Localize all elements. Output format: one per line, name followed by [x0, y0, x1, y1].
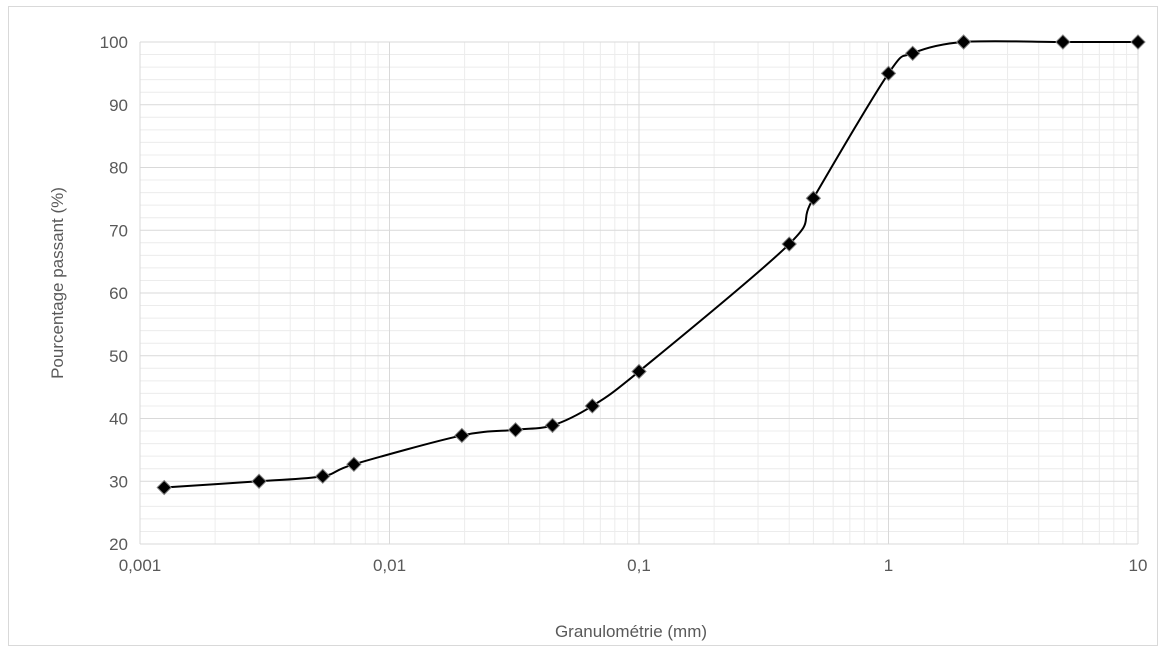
y-tick-label: 80 — [109, 159, 128, 178]
chart-svg: 20 30 40 50 60 70 80 90 100 0,001 0,01 0,1 1 10 Granu… — [48, 33, 1148, 641]
x-tick-label: 0,1 — [627, 556, 651, 575]
data-point-marker — [584, 398, 601, 414]
data-point-marker — [1130, 34, 1146, 50]
x-tick-label: 10 — [1129, 556, 1148, 575]
data-point-marker — [631, 363, 647, 380]
data-point-marker — [251, 473, 267, 489]
data-point-marker — [315, 468, 331, 484]
data-point-marker — [1055, 34, 1071, 50]
grid-layer — [139, 41, 1139, 545]
data-point-marker — [904, 45, 921, 62]
tick-labels: 20 30 40 50 60 70 80 90 100 0,001 0,01 0,1 1 10 — [100, 33, 1148, 575]
data-point-marker — [805, 190, 822, 206]
series-line — [164, 40, 1138, 489]
data-point-marker — [346, 456, 362, 473]
y-tick-label: 20 — [109, 535, 128, 554]
data-point-marker — [544, 417, 561, 434]
data-point-marker — [507, 422, 524, 438]
data-point-marker — [781, 236, 797, 252]
chart-frame: 20 30 40 50 60 70 80 90 100 0,001 0,01 0,1 1 10 Granu… — [8, 6, 1158, 646]
markers-layer — [156, 34, 1146, 496]
x-tick-label: 0,001 — [119, 556, 162, 575]
data-point-marker — [156, 479, 172, 496]
data-point-marker — [955, 34, 972, 50]
y-tick-label: 50 — [109, 347, 128, 366]
y-tick-label: 40 — [109, 410, 128, 429]
data-point-marker — [454, 427, 470, 444]
y-tick-label: 70 — [109, 221, 128, 240]
y-tick-label: 100 — [100, 33, 128, 52]
x-tick-label: 0,01 — [373, 556, 406, 575]
data-point-marker — [880, 65, 897, 82]
y-tick-label: 30 — [109, 472, 128, 491]
y-axis-title: Pourcentage passant (%) — [48, 187, 67, 379]
y-tick-label: 90 — [109, 96, 128, 115]
x-axis-title: Granulométrie (mm) — [555, 622, 707, 641]
x-tick-label: 1 — [884, 556, 893, 575]
y-tick-label: 60 — [109, 284, 128, 303]
